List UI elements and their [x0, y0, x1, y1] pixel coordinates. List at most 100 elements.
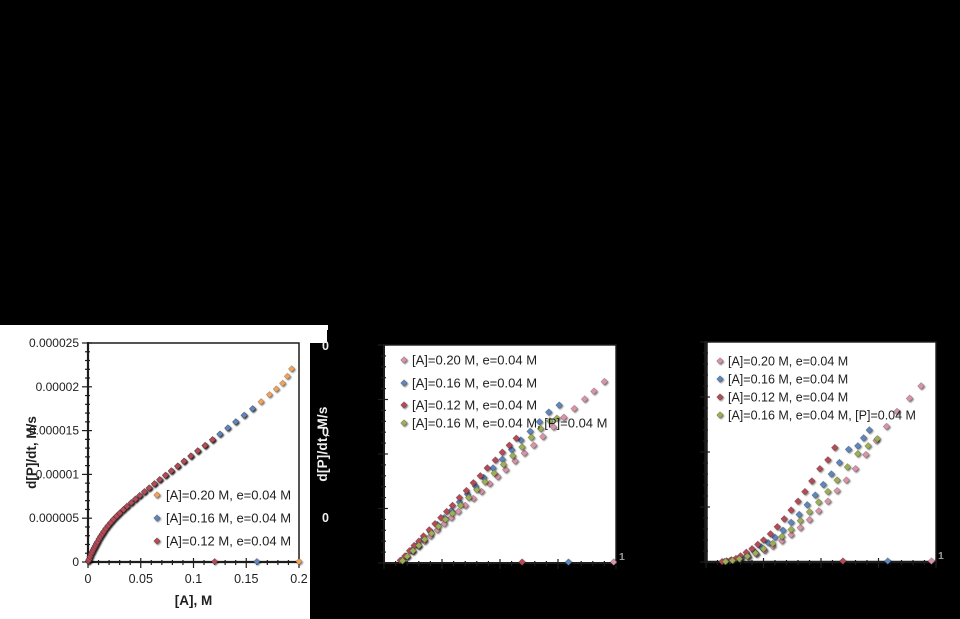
legend-marker-icon [400, 419, 408, 427]
data-point [441, 515, 450, 524]
data-point [773, 522, 782, 531]
data-point [819, 480, 828, 489]
data-point [455, 493, 464, 502]
legend-marker-icon [716, 375, 724, 383]
data-point [535, 417, 544, 426]
x-axis-title: [A], M [175, 593, 213, 608]
data-point [803, 500, 812, 509]
data-point [824, 456, 832, 464]
legend-label: [A]=0.20 M, e=0.04 M [166, 488, 291, 503]
legend-label: [A]=0.16 M, e=0.04 M [412, 376, 537, 391]
data-point [194, 447, 202, 455]
data-point [839, 557, 847, 565]
legend-label: [A]=0.16 M, e=0.04 M [728, 373, 848, 387]
data-point [721, 557, 730, 566]
legend-entry: [A]=0.12 M, e=0.04 M [400, 398, 537, 413]
data-point [905, 394, 914, 403]
legend-marker-icon [716, 393, 724, 401]
legend-entry: [A]=0.16 M, e=0.04 M, [P]=0.04 M [400, 416, 607, 431]
chart-background [0, 325, 328, 619]
x-tick-label: 0.15 [234, 572, 258, 586]
legend-entry: [A]=0.20 M, e=0.04 M [716, 355, 848, 369]
data-point [814, 498, 823, 506]
data-point [778, 537, 786, 545]
legend-entry: [A]=0.12 M, e=0.04 M [716, 391, 848, 405]
data-point [512, 434, 521, 443]
middle-chart: [A]=0.20 M, e=0.04 M [A]=0.16 M, e=0.04 M… [310, 330, 662, 619]
data-point [927, 557, 936, 565]
data-point [456, 501, 465, 510]
middle-chart-y-axis-label: d[P]/dt, M/s [315, 406, 330, 482]
data-point [248, 405, 257, 413]
data-point [201, 441, 209, 450]
series-points [396, 434, 526, 566]
data-point [549, 423, 558, 431]
data-point [853, 442, 862, 450]
x-tick-label: 0 [85, 572, 92, 586]
data-point [508, 451, 517, 460]
legend-label: [A]=0.16 M, e=0.04 M, [P]=0.04 M [412, 416, 607, 431]
y-tick-label: 0.000015 [29, 424, 79, 438]
chart-background [706, 342, 936, 562]
legend: [A]=0.20 M, e=0.04 M [A]=0.16 M, e=0.04 M… [400, 353, 607, 431]
data-point [116, 509, 124, 517]
data-point [448, 509, 457, 518]
series-points [721, 434, 882, 566]
data-point [295, 557, 303, 566]
data-point [842, 476, 851, 484]
data-point [536, 424, 545, 433]
data-point [811, 491, 820, 499]
data-point [801, 487, 809, 496]
legend-label: [A]=0.20 M, e=0.04 M [412, 353, 537, 368]
data-point [232, 418, 240, 426]
legend-marker-icon [153, 491, 161, 499]
middle-chart-y-tick-fragment: 0 [322, 425, 329, 439]
y-axis-title: d[P]/dt, M/s [24, 416, 39, 489]
data-point [287, 365, 296, 373]
data-point [127, 499, 135, 507]
series-points [84, 436, 219, 566]
data-point [893, 407, 901, 416]
y-tick-label: 0 [72, 555, 79, 569]
legend-entry: [A]=0.16 M, e=0.04 M [400, 376, 537, 391]
data-point [518, 443, 526, 451]
data-point [844, 445, 853, 454]
legend-marker-icon [400, 356, 408, 364]
data-point [853, 449, 862, 458]
data-point [771, 533, 779, 542]
legend-marker-icon [153, 514, 161, 522]
data-point [824, 497, 832, 506]
data-point [156, 476, 164, 484]
data-point [398, 556, 407, 565]
chart-background [384, 345, 616, 563]
right-chart: [A]=0.20 M, e=0.04 M [A]=0.16 M, e=0.04 M… [700, 341, 937, 568]
data-point [481, 478, 489, 486]
left-chart: 0 0.000005 0.00001 0.000015 0.00002 0.000025 0… [0, 325, 328, 619]
data-point [835, 458, 844, 467]
data-point [609, 558, 618, 566]
data-point [917, 382, 925, 390]
data-point [780, 515, 789, 523]
data-point [518, 558, 526, 566]
data-point [751, 549, 760, 558]
middle-chart-y-tick-fragment: 0 [322, 511, 329, 525]
data-point [472, 485, 481, 494]
data-point [208, 436, 217, 444]
data-point [564, 558, 573, 566]
series-points [398, 414, 561, 565]
legend-entry: [A]=0.16 M, e=0.04 M [716, 373, 848, 387]
data-point [553, 414, 561, 423]
data-point [279, 379, 287, 387]
y-tick-label: 0.000005 [29, 511, 79, 525]
data-point [483, 464, 492, 472]
data-point [805, 515, 814, 524]
data-point [123, 502, 131, 510]
data-point [520, 449, 529, 457]
data-point [830, 443, 839, 452]
data-point [210, 557, 219, 566]
data-point [827, 470, 836, 478]
data-point [119, 506, 127, 514]
data-point [862, 450, 870, 459]
data-point [590, 387, 598, 396]
